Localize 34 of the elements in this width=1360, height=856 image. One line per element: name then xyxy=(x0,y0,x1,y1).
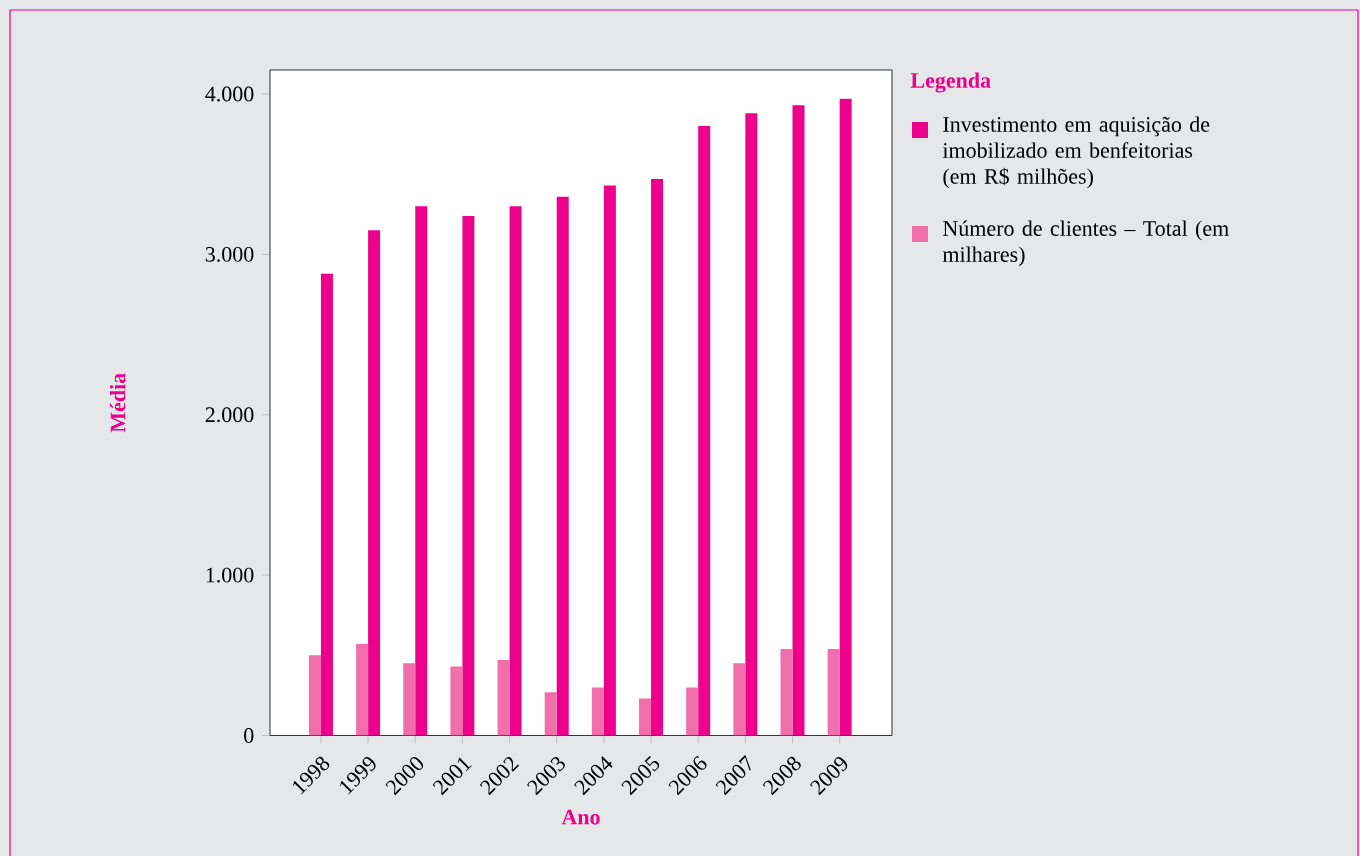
bar xyxy=(591,687,604,736)
y-tick-label: 1.000 xyxy=(206,567,254,583)
y-axis-title: Média xyxy=(109,373,126,433)
bar xyxy=(603,185,616,736)
bar xyxy=(556,196,569,736)
y-tick-label: 3.000 xyxy=(205,246,254,262)
bar xyxy=(780,648,793,736)
bar xyxy=(544,692,557,736)
bar xyxy=(839,98,852,736)
bar xyxy=(509,206,522,736)
bar xyxy=(639,698,652,736)
bar xyxy=(698,126,711,736)
bar xyxy=(686,687,699,736)
bar xyxy=(497,660,510,736)
bar xyxy=(368,230,381,736)
legend-label: Número de clientes – Total (em milhares) xyxy=(942,220,1229,267)
legend-label: Investimento em aquisição de imobilizado em benfeitorias (em R$ milhões) xyxy=(942,116,1210,189)
bar xyxy=(462,215,475,736)
bar xyxy=(415,206,428,736)
y-tick-label: 0 xyxy=(244,728,254,743)
x-axis-title: Ano xyxy=(561,809,600,825)
bar xyxy=(792,105,805,736)
bar xyxy=(733,663,746,736)
bar xyxy=(356,644,369,736)
legend-title: Legenda xyxy=(910,72,991,93)
bar xyxy=(320,273,333,736)
bar xyxy=(403,663,416,736)
y-tick-label: 4.000 xyxy=(205,86,254,102)
bar xyxy=(450,666,463,736)
bar xyxy=(745,113,758,736)
bar xyxy=(651,179,664,736)
bar xyxy=(827,648,840,736)
y-tick-label: 2.000 xyxy=(205,407,254,423)
bar xyxy=(308,655,321,736)
